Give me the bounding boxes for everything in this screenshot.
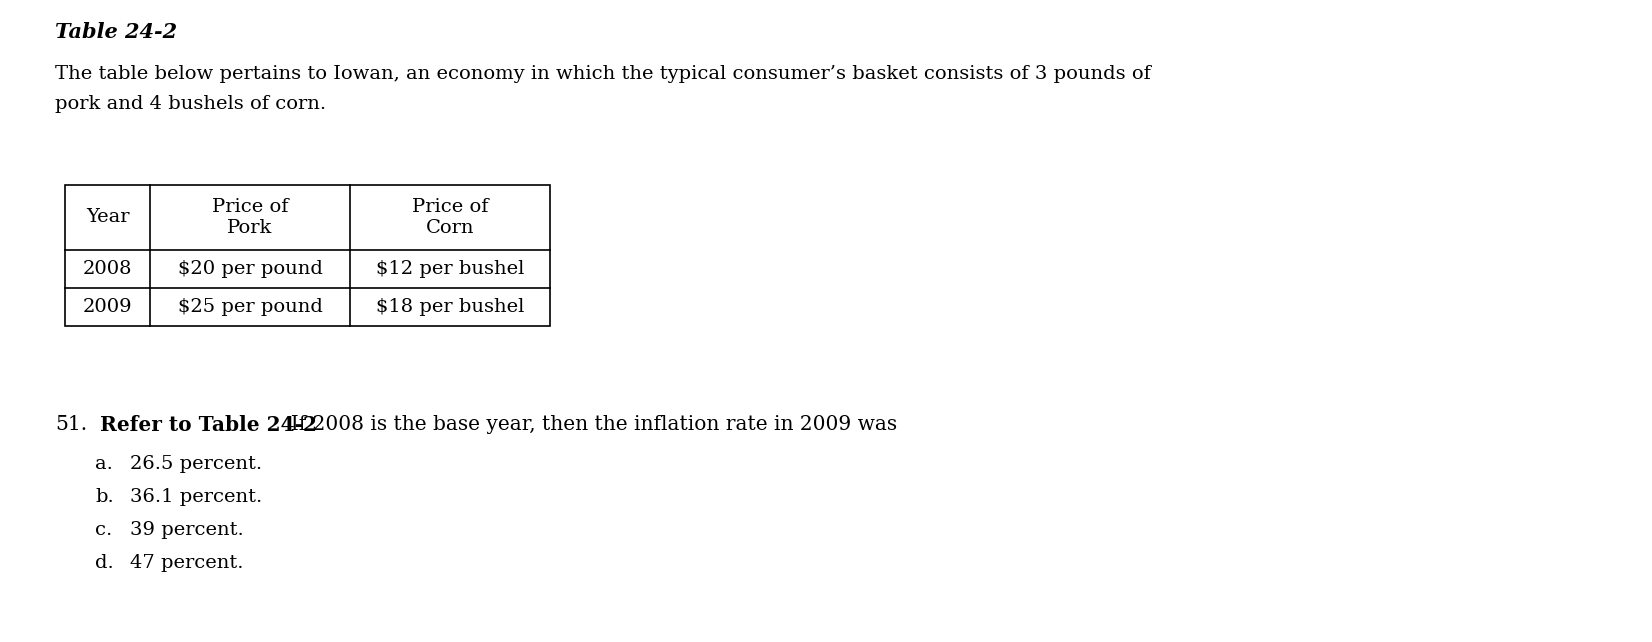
Text: 36.1 percent.: 36.1 percent. (131, 488, 263, 506)
Text: The table below pertains to Iowan, an economy in which the typical consumer’s ba: The table below pertains to Iowan, an ec… (55, 65, 1151, 83)
Text: $20 per pound: $20 per pound (177, 260, 322, 278)
Text: 2008: 2008 (83, 260, 132, 278)
Text: 51.: 51. (55, 415, 88, 434)
Text: a.: a. (96, 455, 112, 473)
Text: 39 percent.: 39 percent. (131, 521, 244, 539)
Text: $18 per bushel: $18 per bushel (375, 298, 524, 316)
Text: b.: b. (96, 488, 114, 506)
Text: Year: Year (86, 209, 129, 227)
Text: 2009: 2009 (83, 298, 132, 316)
Text: Table 24-2: Table 24-2 (55, 22, 177, 42)
Text: $12 per bushel: $12 per bushel (375, 260, 524, 278)
Text: Price of
Pork: Price of Pork (211, 198, 287, 237)
Text: Refer to Table 24-2: Refer to Table 24-2 (101, 415, 317, 435)
Text: d.: d. (96, 554, 114, 572)
Text: Price of
Corn: Price of Corn (411, 198, 489, 237)
Text: 26.5 percent.: 26.5 percent. (131, 455, 263, 473)
Text: c.: c. (96, 521, 112, 539)
Text: 47 percent.: 47 percent. (131, 554, 243, 572)
Text: pork and 4 bushels of corn.: pork and 4 bushels of corn. (55, 95, 325, 113)
Bar (64, 185, 550, 326)
Text: $25 per pound: $25 per pound (177, 298, 322, 316)
Text: If 2008 is the base year, then the inflation rate in 2009 was: If 2008 is the base year, then the infla… (278, 415, 897, 434)
